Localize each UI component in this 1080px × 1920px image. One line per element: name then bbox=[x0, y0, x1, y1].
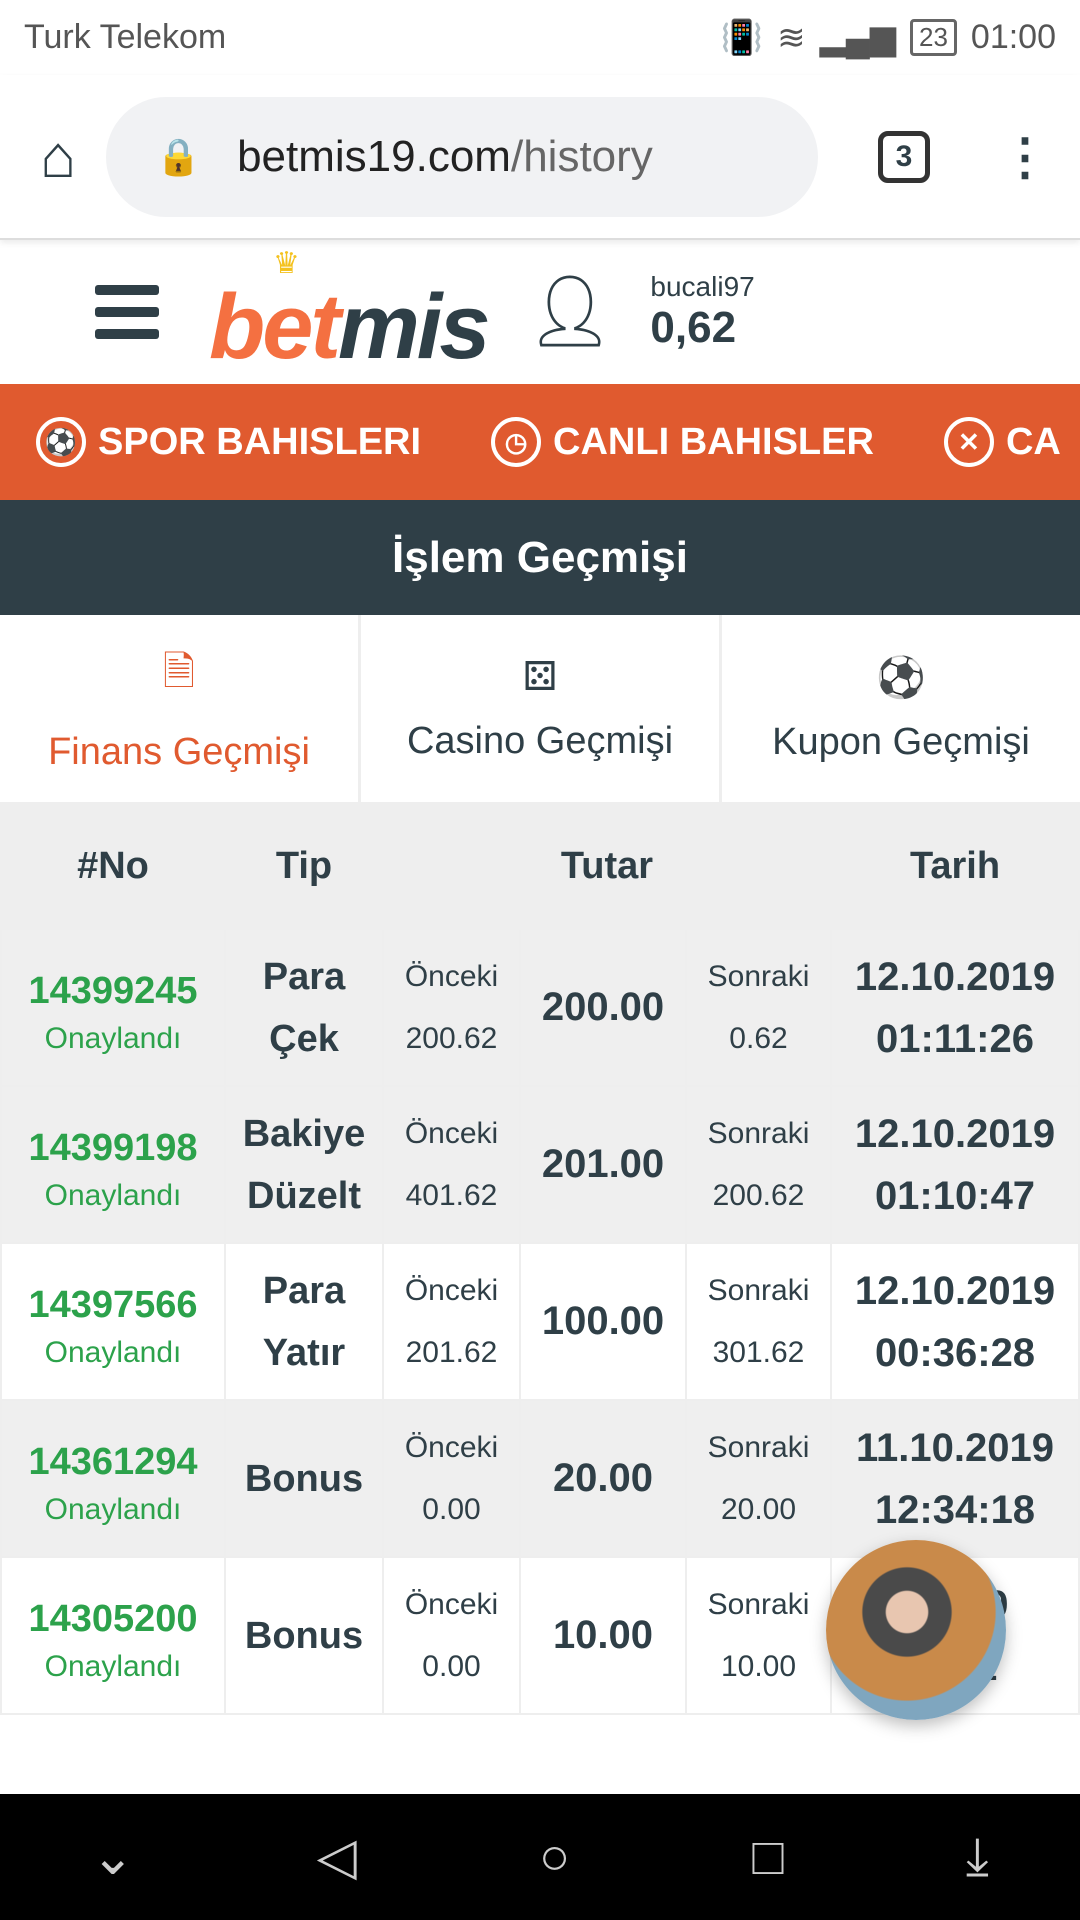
cell-next: Sonraki 10.00 bbox=[687, 1558, 830, 1713]
cell-next: Sonraki 301.62 bbox=[687, 1244, 830, 1399]
cell-no: 14361294 Onaylandı bbox=[2, 1401, 224, 1556]
battery-icon: 23 bbox=[909, 19, 957, 56]
status-bar: Turk Telekom 📳 ≋ ▂▄▆ 23 01:00 bbox=[0, 0, 1080, 75]
col-tarih: Tarih bbox=[832, 804, 1078, 928]
cell-tip: Para Çek bbox=[226, 930, 382, 1085]
cell-no: 14397566 Onaylandı bbox=[2, 1244, 224, 1399]
cell-next: Sonraki 0.62 bbox=[687, 930, 830, 1085]
signal-icon: ▂▄▆ bbox=[819, 18, 896, 57]
roulette-icon: ✕ bbox=[943, 417, 994, 467]
transaction-id[interactable]: 14399198 bbox=[28, 1126, 198, 1169]
cell-date: 12.10.2019 00:36:28 bbox=[832, 1244, 1078, 1399]
cell-amount: 201.00 bbox=[521, 1087, 685, 1242]
recents-icon[interactable]: □ bbox=[752, 1828, 784, 1886]
cell-tip: Bakiye Düzelt bbox=[226, 1087, 382, 1242]
finance-doc-icon: 🗎 bbox=[162, 650, 196, 694]
transaction-id[interactable]: 14397566 bbox=[28, 1283, 198, 1326]
transaction-id[interactable]: 14305200 bbox=[28, 1597, 198, 1640]
history-tabs: 🗎 Finans Geçmişi ⚄ Casino Geçmişi ⚽ Kupon G… bbox=[0, 615, 1080, 802]
status-badge: Onaylandı bbox=[44, 1178, 182, 1212]
system-nav-bar: ⌄ ◁ ○ □ ⤓ bbox=[0, 1794, 1080, 1920]
cell-tip: Bonus bbox=[226, 1558, 382, 1713]
col-no: #No bbox=[2, 804, 224, 928]
logo-text: betmis bbox=[209, 276, 491, 378]
status-badge: Onaylandı bbox=[44, 1649, 182, 1683]
live-clock-icon: ◷ bbox=[491, 417, 542, 467]
main-nav: ⚽ SPOR BAHISLERI ◷ CANLI BAHISLER ✕ CA bbox=[0, 384, 1080, 500]
cell-tip: Bonus bbox=[226, 1401, 382, 1556]
nav-canli-bahisler[interactable]: ◷ CANLI BAHISLER bbox=[491, 417, 874, 467]
crown-icon: ♛ bbox=[273, 247, 300, 280]
cell-no: 14399245 Onaylandı bbox=[2, 930, 224, 1085]
cell-prev: Önceki 201.62 bbox=[384, 1244, 519, 1399]
tab-finans-gecmisi[interactable]: 🗎 Finans Geçmişi bbox=[0, 615, 361, 802]
url-path: /history bbox=[510, 131, 653, 181]
soccer-ball-icon: ⚽ bbox=[36, 417, 86, 467]
lock-icon: 🔒 bbox=[156, 135, 202, 177]
tab-casino-gecmisi[interactable]: ⚄ Casino Geçmişi bbox=[361, 615, 722, 802]
back-icon[interactable]: ◁ bbox=[316, 1828, 357, 1886]
transactions-table: #No Tip Tutar Tarih 14399245 Onaylandı Pa… bbox=[0, 802, 1080, 1715]
status-badge: Onaylandı bbox=[44, 1021, 182, 1055]
cell-prev: Önceki 200.62 bbox=[384, 930, 519, 1085]
browser-toolbar: ⌂ 🔒 betmis19.com/history 3 ⋮ bbox=[0, 75, 1080, 240]
table-row[interactable]: 14399245 Onaylandı Para Çek Önceki 200.62 2… bbox=[2, 930, 1078, 1085]
table-row[interactable]: 14399198 Onaylandı Bakiye Düzelt Önceki 401… bbox=[2, 1087, 1078, 1242]
tab-switcher-button[interactable]: 3 bbox=[878, 130, 930, 183]
cell-tip: Para Yatır bbox=[226, 1244, 382, 1399]
live-support-avatar[interactable] bbox=[826, 1540, 1006, 1720]
site-header: ♛ betmis 👤︎ bucali97 0,62 bbox=[0, 240, 1080, 384]
page-title: İşlem Geçmişi bbox=[0, 500, 1080, 615]
nav-casino[interactable]: ✕ CA bbox=[943, 417, 1061, 467]
home-circle-icon[interactable]: ○ bbox=[538, 1828, 571, 1886]
soccer-ball-icon: ⚽ bbox=[876, 655, 926, 700]
cell-prev: Önceki 0.00 bbox=[384, 1558, 519, 1713]
notification-pull-icon[interactable]: ⤓ bbox=[965, 1827, 989, 1886]
cell-next: Sonraki 20.00 bbox=[687, 1401, 830, 1556]
vibrate-icon: 📳 bbox=[720, 18, 764, 57]
cell-prev: Önceki 0.00 bbox=[384, 1401, 519, 1556]
cell-amount: 200.00 bbox=[521, 930, 685, 1085]
clock: 01:00 bbox=[970, 18, 1056, 56]
cell-next: Sonraki 200.62 bbox=[687, 1087, 830, 1242]
col-tutar: Tutar bbox=[384, 804, 830, 928]
cell-date: 12.10.2019 01:11:26 bbox=[832, 930, 1078, 1085]
cell-date: 11.10.2019 12:34:18 bbox=[832, 1401, 1078, 1556]
url-bar[interactable]: 🔒 betmis19.com/history bbox=[106, 96, 818, 217]
cell-amount: 100.00 bbox=[521, 1244, 685, 1399]
more-menu-icon[interactable]: ⋮ bbox=[1000, 128, 1050, 185]
balance: 0,62 bbox=[650, 303, 737, 352]
nav-spor-bahisleri[interactable]: ⚽ SPOR BAHISLERI bbox=[36, 417, 421, 467]
hamburger-menu-icon[interactable] bbox=[95, 285, 159, 339]
username: bucali97 bbox=[650, 271, 755, 302]
betmis-logo[interactable]: ♛ betmis bbox=[209, 240, 491, 384]
carrier: Turk Telekom bbox=[24, 18, 227, 56]
tab-kupon-gecmisi[interactable]: ⚽ Kupon Geçmişi bbox=[772, 655, 1030, 763]
status-badge: Onaylandı bbox=[44, 1335, 182, 1369]
table-row[interactable]: 14397566 Onaylandı Para Yatır Önceki 201.62… bbox=[2, 1244, 1078, 1399]
wifi-icon: ≋ bbox=[777, 18, 806, 57]
home-icon[interactable]: ⌂ bbox=[40, 123, 77, 190]
user-icon: 👤︎ bbox=[525, 272, 615, 350]
user-account[interactable]: 👤︎ bucali97 0,62 bbox=[526, 271, 755, 353]
dice-icon: ⚄ bbox=[522, 655, 558, 699]
chevron-down-icon[interactable]: ⌄ bbox=[91, 1828, 135, 1886]
table-row[interactable]: 14361294 Onaylandı Bonus Önceki 0.00 20.00… bbox=[2, 1401, 1078, 1556]
cell-date: 12.10.2019 01:10:47 bbox=[832, 1087, 1078, 1242]
col-tip: Tip bbox=[226, 804, 382, 928]
status-badge: Onaylandı bbox=[44, 1492, 182, 1526]
cell-amount: 10.00 bbox=[521, 1558, 685, 1713]
transaction-id[interactable]: 14361294 bbox=[28, 1440, 198, 1483]
url-domain: betmis19.com bbox=[237, 131, 511, 181]
cell-amount: 20.00 bbox=[521, 1401, 685, 1556]
transaction-id[interactable]: 14399245 bbox=[28, 969, 198, 1012]
cell-no: 14305200 Onaylandı bbox=[2, 1558, 224, 1713]
cell-prev: Önceki 401.62 bbox=[384, 1087, 519, 1242]
cell-no: 14399198 Onaylandı bbox=[2, 1087, 224, 1242]
